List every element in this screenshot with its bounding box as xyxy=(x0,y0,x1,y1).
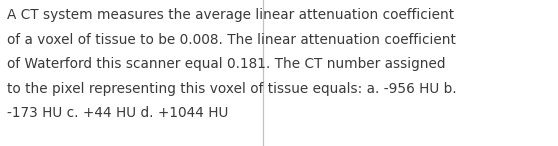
Text: of Waterford this scanner equal 0.181. The CT number assigned: of Waterford this scanner equal 0.181. T… xyxy=(7,57,446,71)
Text: of a voxel of tissue to be 0.008. The linear attenuation coefficient: of a voxel of tissue to be 0.008. The li… xyxy=(7,33,456,47)
Text: A CT system measures the average linear attenuation coefficient: A CT system measures the average linear … xyxy=(7,8,454,22)
Text: to the pixel representing this voxel of tissue equals: a. -956 HU b.: to the pixel representing this voxel of … xyxy=(7,82,457,96)
Text: -173 HU c. +44 HU d. +1044 HU: -173 HU c. +44 HU d. +1044 HU xyxy=(7,106,229,120)
